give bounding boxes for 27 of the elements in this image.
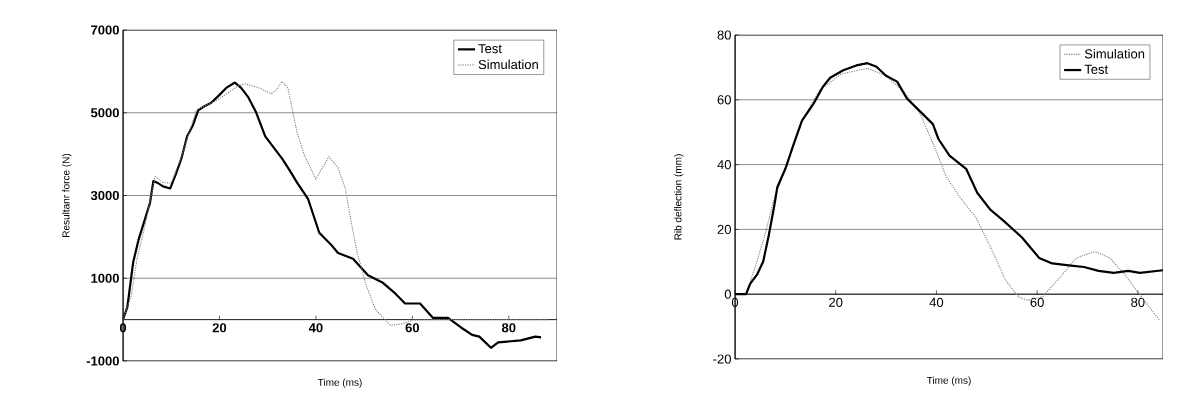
legend-label: Test	[478, 44, 502, 54]
y-tick-label: 5000	[90, 108, 119, 118]
x-tick-label: 20	[212, 323, 227, 333]
x-tick-label: 80	[1131, 297, 1145, 307]
x-tick-label: 40	[308, 323, 323, 333]
y-tick-label: -1000	[86, 356, 119, 366]
x-axis-title: Time (ms)	[317, 378, 362, 388]
y-tick-label: 7000	[91, 25, 119, 35]
y-tick-label: 80	[717, 30, 731, 40]
legend-label: Test	[1084, 64, 1109, 74]
x-tick-label: 60	[1030, 297, 1044, 307]
y-tick-label: 20	[717, 224, 731, 234]
x-tick-label: 60	[405, 323, 420, 333]
y-axis-title: Rib deflection (mm)	[674, 154, 684, 240]
x-tick-label: 40	[929, 297, 944, 307]
x-tick-label: 80	[501, 323, 516, 333]
legend-label: Simulation	[1084, 48, 1145, 59]
y-tick-label: -20	[713, 354, 731, 364]
y-tick-label: 0	[724, 289, 731, 299]
x-tick-label: 20	[829, 297, 843, 307]
x-axis-title: Time (ms)	[926, 376, 971, 386]
y-tick-label: 1000	[91, 273, 119, 283]
y-axis-title: Resultanr force (N)	[62, 153, 72, 237]
legend-label: Simulation	[478, 59, 538, 70]
y-tick-label: 60	[717, 95, 731, 105]
y-tick-label: 40	[717, 159, 731, 170]
y-tick-label: 3000	[90, 190, 119, 201]
